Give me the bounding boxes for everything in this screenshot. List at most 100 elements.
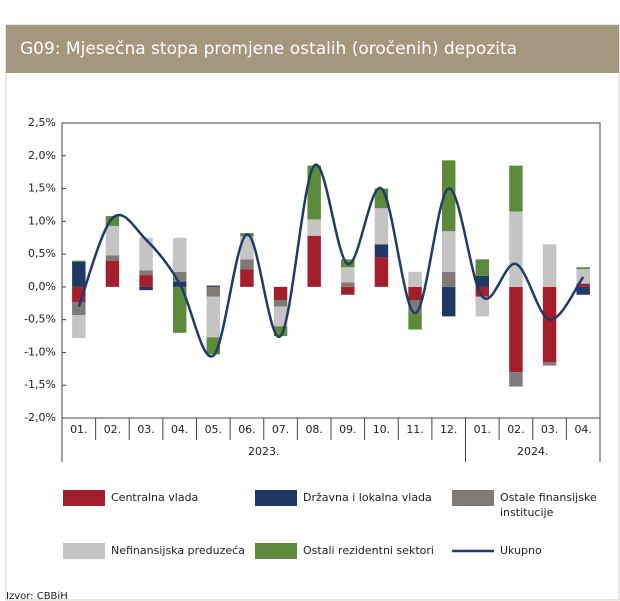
bar-segment — [172, 237, 187, 272]
bar-segment — [273, 286, 288, 300]
bar-segment — [72, 260, 86, 262]
x-tick-label: 02. — [507, 423, 525, 436]
x-tick-label: 01. — [70, 423, 88, 436]
legend-label-line: institucije — [500, 506, 554, 519]
bar-segment — [206, 285, 221, 287]
legend-label: Ukupno — [500, 544, 542, 557]
bar-segment — [441, 160, 456, 232]
bar-segment — [408, 271, 422, 287]
bar-segment — [139, 237, 153, 271]
legend-swatch — [452, 490, 494, 506]
x-tick-label: 07. — [272, 423, 290, 436]
bar-segment — [72, 261, 86, 287]
legend-swatch — [63, 490, 105, 506]
bar-segment — [576, 286, 590, 295]
bar-segment — [374, 257, 389, 287]
x-tick-label: 09. — [339, 423, 357, 436]
legend-label: Ostali rezidentni sektori — [303, 544, 434, 557]
x-tick-label: 11. — [406, 423, 424, 436]
legend-swatch — [63, 543, 105, 559]
x-tick-label: 05. — [205, 423, 223, 436]
source: Izvor: CBBiH — [6, 591, 68, 601]
legend-label: Nefinansijska preduzeća — [111, 544, 245, 557]
x-tick-label: 04. — [574, 423, 592, 436]
legend-swatch — [255, 543, 297, 559]
x-tick-label: 02. — [104, 423, 122, 436]
legend-label: Državna i lokalna vlada — [303, 491, 432, 504]
bar-segment — [72, 315, 86, 339]
group-label: 2024. — [517, 445, 549, 458]
x-tick-label: 04. — [171, 423, 189, 436]
bar-segment — [374, 208, 389, 245]
x-tick-label: 03. — [541, 423, 559, 436]
bar-segment — [542, 244, 557, 287]
bar-segment — [72, 301, 86, 316]
bar-segment — [475, 275, 490, 287]
bar-segment — [408, 313, 422, 330]
bar-segment — [509, 165, 523, 212]
bar-segment — [139, 270, 153, 276]
bar-segment — [206, 296, 221, 338]
bar-segment — [509, 286, 523, 373]
x-tick-label: 03. — [137, 423, 155, 436]
y-tick-label: -2,0% — [24, 411, 56, 424]
y-tick-label: -0,5% — [24, 313, 56, 326]
y-tick-label: -1,0% — [24, 345, 56, 358]
bar-segment — [475, 296, 490, 317]
bar-segment — [307, 235, 321, 287]
bar-segment — [105, 216, 120, 226]
x-tick-label: 10. — [373, 423, 391, 436]
bar-segment — [139, 286, 153, 291]
bar-segment — [240, 259, 254, 270]
bar-segment — [441, 231, 456, 272]
bar-segment — [475, 286, 490, 297]
y-tick-label: -1,5% — [24, 378, 56, 391]
bar-segment — [576, 269, 590, 284]
bar-segment — [576, 283, 590, 287]
bar-segment — [105, 255, 120, 261]
bar-segment — [105, 225, 120, 256]
bar-segment — [542, 286, 557, 363]
y-tick-label: 0,5% — [28, 247, 56, 260]
bar-segment — [374, 244, 389, 258]
bar-segment — [273, 306, 288, 327]
bar-segment — [341, 267, 355, 283]
chart-title: G09: Mjesečna stopa promjene ostalih (or… — [20, 39, 517, 59]
bar-segment — [509, 372, 523, 387]
legend-label: Ostale finansijske institucije — [500, 491, 597, 519]
bar-segment — [307, 165, 321, 220]
bar-segment — [576, 267, 590, 270]
x-tick-label: 01. — [474, 423, 492, 436]
bar-segment — [542, 362, 557, 366]
y-tick-label: 1,0% — [28, 214, 56, 227]
y-tick-label: 2,5% — [28, 116, 56, 129]
bar-segment — [441, 286, 456, 317]
bar-segment — [441, 271, 456, 287]
group-label: 2023. — [248, 445, 280, 458]
bar-segment — [240, 236, 254, 260]
bar-segment — [307, 219, 321, 236]
x-tick-label: 12. — [440, 423, 458, 436]
legend-label-line: Ostale finansijske — [500, 491, 597, 504]
y-tick-label: 1,5% — [28, 182, 56, 195]
header-band — [6, 25, 619, 73]
bar-segment — [273, 300, 288, 307]
bar-segment — [273, 326, 288, 337]
x-tick-label: 06. — [238, 423, 256, 436]
legend-label: Centralna vlada — [111, 491, 198, 504]
y-tick-label: 0,0% — [28, 280, 56, 293]
bar-segment — [139, 275, 153, 287]
bar-segment — [341, 282, 355, 287]
bar-segment — [509, 211, 523, 287]
bar-segment — [240, 269, 254, 287]
bar-segment — [172, 286, 187, 333]
bar-segment — [408, 286, 422, 300]
bar-segment — [206, 286, 221, 297]
y-tick-label: 2,0% — [28, 149, 56, 162]
total-line — [77, 163, 585, 358]
bar-segment — [172, 271, 187, 282]
bar-segment — [475, 259, 490, 276]
bar-segment — [105, 260, 120, 287]
legend-swatch — [255, 490, 297, 506]
